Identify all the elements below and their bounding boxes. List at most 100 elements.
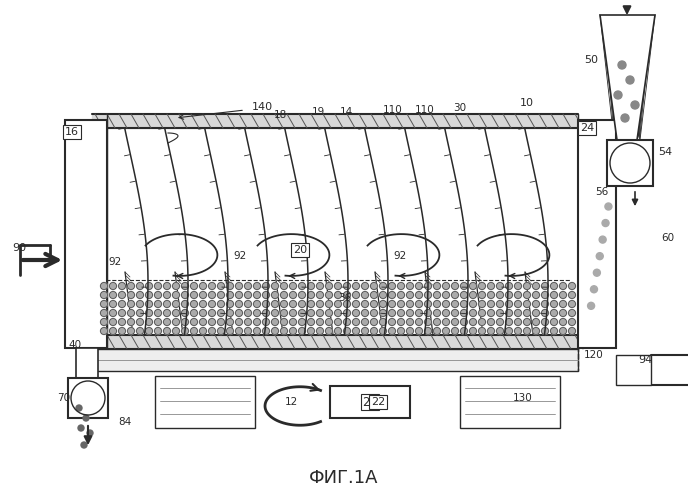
Circle shape [182, 327, 189, 334]
Circle shape [200, 291, 206, 298]
Circle shape [515, 291, 522, 298]
Circle shape [433, 291, 440, 298]
Circle shape [407, 327, 413, 334]
Circle shape [559, 282, 566, 289]
Text: 90: 90 [12, 243, 26, 253]
Circle shape [316, 291, 323, 298]
Circle shape [164, 309, 171, 316]
Circle shape [559, 327, 566, 334]
Circle shape [469, 318, 477, 325]
Text: 110: 110 [383, 105, 402, 115]
Circle shape [352, 282, 360, 289]
Circle shape [136, 300, 144, 307]
Circle shape [506, 327, 513, 334]
Text: 36: 36 [338, 293, 352, 303]
Circle shape [235, 291, 242, 298]
Circle shape [568, 300, 575, 307]
Circle shape [550, 318, 557, 325]
Circle shape [290, 327, 297, 334]
Circle shape [371, 309, 378, 316]
Circle shape [145, 309, 153, 316]
Circle shape [191, 327, 197, 334]
Text: 20: 20 [293, 245, 307, 255]
Circle shape [398, 282, 405, 289]
Circle shape [109, 327, 116, 334]
Circle shape [281, 300, 288, 307]
Circle shape [253, 291, 261, 298]
Circle shape [361, 318, 369, 325]
Circle shape [621, 114, 629, 122]
Circle shape [100, 318, 107, 325]
Circle shape [407, 291, 413, 298]
Circle shape [568, 309, 575, 316]
Circle shape [217, 327, 224, 334]
Circle shape [460, 282, 468, 289]
Text: 10: 10 [520, 98, 534, 108]
Text: 12: 12 [285, 397, 299, 407]
Circle shape [389, 300, 396, 307]
Text: 92: 92 [393, 251, 406, 261]
Circle shape [253, 309, 261, 316]
Circle shape [263, 318, 270, 325]
Circle shape [299, 282, 305, 289]
Circle shape [424, 318, 431, 325]
Circle shape [343, 309, 350, 316]
Circle shape [226, 282, 233, 289]
Circle shape [316, 282, 323, 289]
Circle shape [618, 61, 626, 69]
Circle shape [469, 327, 477, 334]
Circle shape [281, 318, 288, 325]
Circle shape [469, 300, 477, 307]
Circle shape [407, 309, 413, 316]
Circle shape [118, 309, 125, 316]
Circle shape [136, 318, 144, 325]
Circle shape [191, 291, 197, 298]
Circle shape [460, 327, 468, 334]
Circle shape [593, 269, 601, 276]
Circle shape [515, 282, 522, 289]
Circle shape [136, 291, 144, 298]
Circle shape [497, 327, 504, 334]
Circle shape [235, 318, 242, 325]
Circle shape [81, 442, 87, 448]
Circle shape [451, 291, 458, 298]
Text: 22: 22 [371, 397, 385, 407]
Circle shape [550, 309, 557, 316]
Circle shape [217, 291, 224, 298]
Text: 60: 60 [661, 233, 674, 243]
Circle shape [478, 309, 486, 316]
Circle shape [235, 282, 242, 289]
Circle shape [155, 318, 162, 325]
Circle shape [469, 309, 477, 316]
Circle shape [416, 327, 422, 334]
Circle shape [226, 309, 233, 316]
Circle shape [424, 327, 431, 334]
Circle shape [272, 318, 279, 325]
Circle shape [164, 318, 171, 325]
Circle shape [407, 282, 413, 289]
Circle shape [281, 327, 288, 334]
Circle shape [433, 300, 440, 307]
Circle shape [109, 318, 116, 325]
Text: 130: 130 [513, 393, 533, 403]
Circle shape [550, 327, 557, 334]
Text: 54: 54 [658, 147, 672, 157]
Circle shape [290, 309, 297, 316]
Circle shape [442, 327, 449, 334]
Circle shape [352, 318, 360, 325]
Circle shape [191, 282, 197, 289]
Circle shape [299, 300, 305, 307]
Circle shape [127, 309, 134, 316]
Circle shape [389, 327, 396, 334]
Circle shape [389, 309, 396, 316]
Circle shape [83, 415, 89, 421]
Circle shape [263, 309, 270, 316]
Circle shape [308, 309, 314, 316]
Circle shape [352, 291, 360, 298]
Circle shape [343, 291, 350, 298]
Circle shape [605, 203, 612, 210]
Circle shape [488, 300, 495, 307]
Circle shape [488, 282, 495, 289]
Circle shape [145, 300, 153, 307]
Circle shape [208, 318, 215, 325]
